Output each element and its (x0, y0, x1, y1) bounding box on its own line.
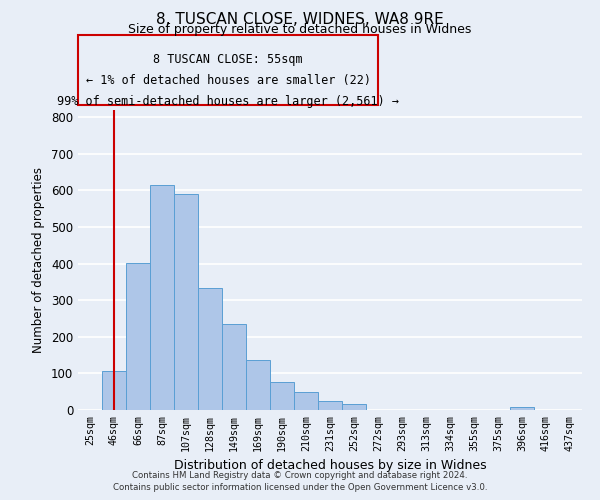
Text: 8, TUSCAN CLOSE, WIDNES, WA8 9RE: 8, TUSCAN CLOSE, WIDNES, WA8 9RE (156, 12, 444, 28)
Text: 99% of semi-detached houses are larger (2,561) →: 99% of semi-detached houses are larger (… (57, 95, 399, 108)
Bar (270, 382, 294, 410)
Bar (222, 324, 246, 410)
Bar (342, 404, 366, 410)
Bar (510, 407, 534, 410)
Bar (198, 288, 222, 410)
Text: Contains HM Land Registry data © Crown copyright and database right 2024.
Contai: Contains HM Land Registry data © Crown c… (113, 471, 487, 492)
Bar (318, 401, 342, 410)
Bar (126, 262, 150, 410)
X-axis label: Distribution of detached houses by size in Widnes: Distribution of detached houses by size … (173, 459, 487, 472)
Bar (174, 194, 198, 410)
Text: 8 TUSCAN CLOSE: 55sqm: 8 TUSCAN CLOSE: 55sqm (153, 53, 303, 66)
Bar (294, 392, 318, 410)
Text: Size of property relative to detached houses in Widnes: Size of property relative to detached ho… (128, 22, 472, 36)
Text: ← 1% of detached houses are smaller (22): ← 1% of detached houses are smaller (22) (86, 74, 371, 87)
Bar (246, 360, 270, 410)
Y-axis label: Number of detached properties: Number of detached properties (32, 167, 46, 353)
Bar (102, 371, 126, 410)
FancyBboxPatch shape (78, 35, 378, 105)
Bar (150, 186, 174, 410)
